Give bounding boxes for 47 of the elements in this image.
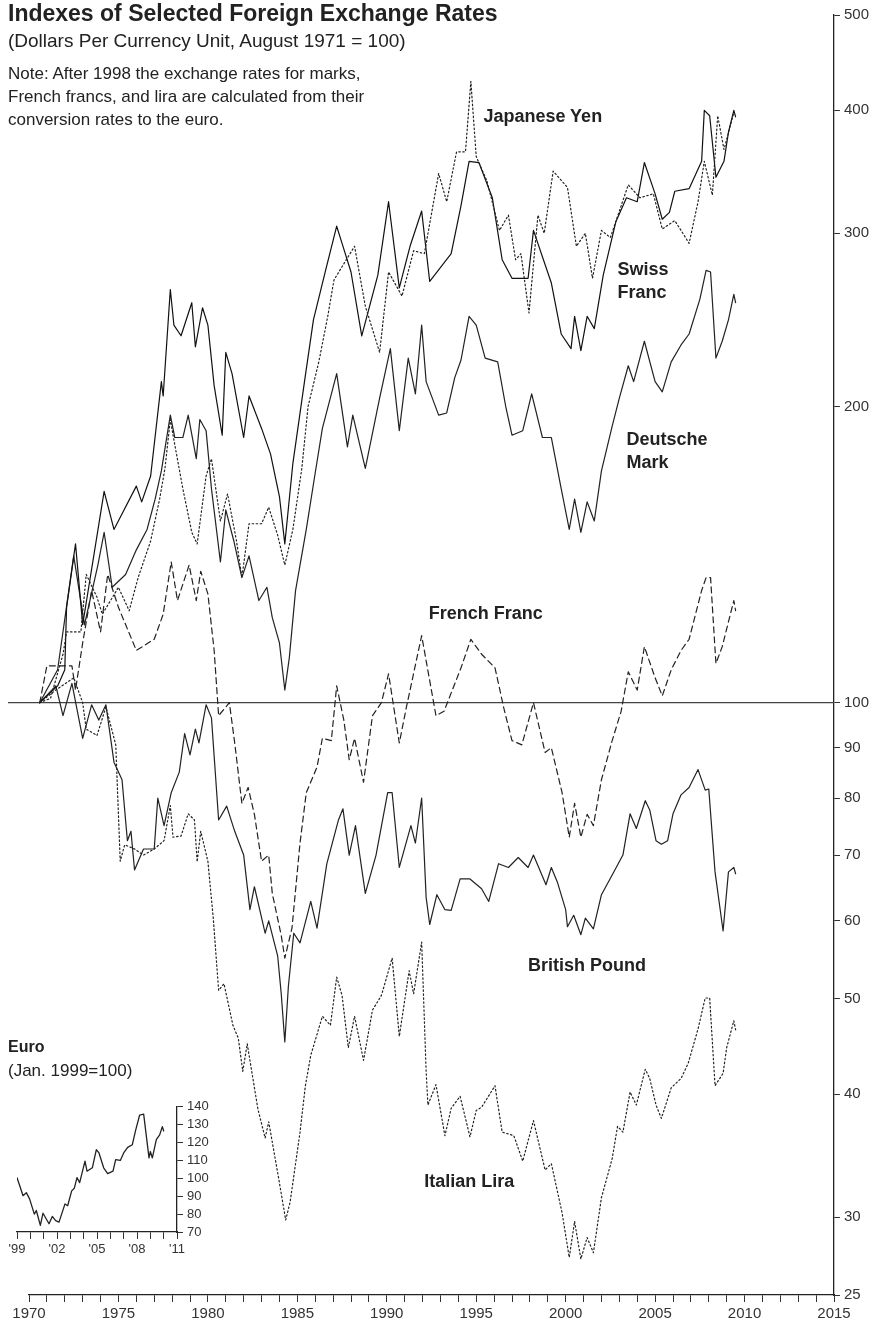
y-tick-label: 300 — [844, 223, 870, 241]
y-tick-label: 100 — [844, 692, 870, 710]
x-tick-label: '05 — [88, 1241, 106, 1257]
x-tick-label: 2015 — [817, 1304, 851, 1322]
x-tick-label: 1970 — [12, 1304, 46, 1322]
y-tick-label: 110 — [187, 1152, 208, 1168]
x-tick-label: 2010 — [727, 1304, 762, 1322]
x-tick-label: 1990 — [370, 1304, 404, 1322]
series-label: British Pound — [528, 954, 647, 975]
x-tick-label: '99 — [8, 1241, 26, 1257]
y-tick-label: 50 — [844, 988, 861, 1006]
y-tick-label: 120 — [187, 1134, 209, 1150]
annotation: Note: After 1998 the exchange rates for marks, French francs, and lira are calculated from their conversion rates to the euro. — [8, 63, 366, 131]
x-tick-label: '11 — [169, 1241, 185, 1257]
x-tick-label: 1995 — [459, 1304, 493, 1322]
x-tick-label: '08 — [128, 1241, 146, 1257]
y-tick-label: 90 — [844, 737, 861, 755]
y-tick-label: 60 — [844, 911, 861, 929]
series-label: Swiss Franc — [617, 258, 669, 302]
y-tick-label: 100 — [187, 1169, 209, 1185]
y-tick-label: 80 — [187, 1205, 202, 1221]
y-tick-label: 140 — [187, 1098, 209, 1114]
x-tick-label: 1975 — [101, 1304, 136, 1322]
chart-title: Euro — [8, 1038, 45, 1056]
y-tick-label: 25 — [844, 1285, 861, 1303]
y-tick-label: 90 — [187, 1187, 202, 1203]
x-tick-label: 1985 — [280, 1304, 315, 1322]
x-tick-label: 1980 — [191, 1304, 225, 1322]
y-tick-label: 130 — [187, 1116, 209, 1132]
x-tick-label: 2005 — [638, 1304, 672, 1322]
text: (Dollars Per Currency Unit, August 1971 = 100) — [8, 30, 406, 52]
y-tick-label: 80 — [844, 788, 861, 806]
y-tick-label: 500 — [844, 5, 870, 23]
chart-subtitle: (Jan. 1999=100) — [8, 1061, 133, 1081]
chart-title: Indexes of Selected Foreign Exchange Rates — [8, 0, 498, 27]
series-label: Italian Lira — [424, 1170, 516, 1191]
y-tick-label: 30 — [844, 1207, 861, 1225]
x-tick-label: 2000 — [548, 1304, 583, 1322]
series-label: Japanese Yen — [483, 105, 603, 126]
y-tick-label: 400 — [844, 100, 870, 118]
y-tick-label: 40 — [844, 1084, 861, 1102]
x-tick-label: '02 — [48, 1241, 66, 1257]
series-label: Deutsche Mark — [626, 428, 708, 472]
series-label: French Franc — [428, 603, 543, 624]
y-tick-label: 200 — [844, 396, 870, 414]
y-tick-label: 70 — [844, 845, 861, 863]
y-tick-label: 70 — [187, 1223, 202, 1239]
